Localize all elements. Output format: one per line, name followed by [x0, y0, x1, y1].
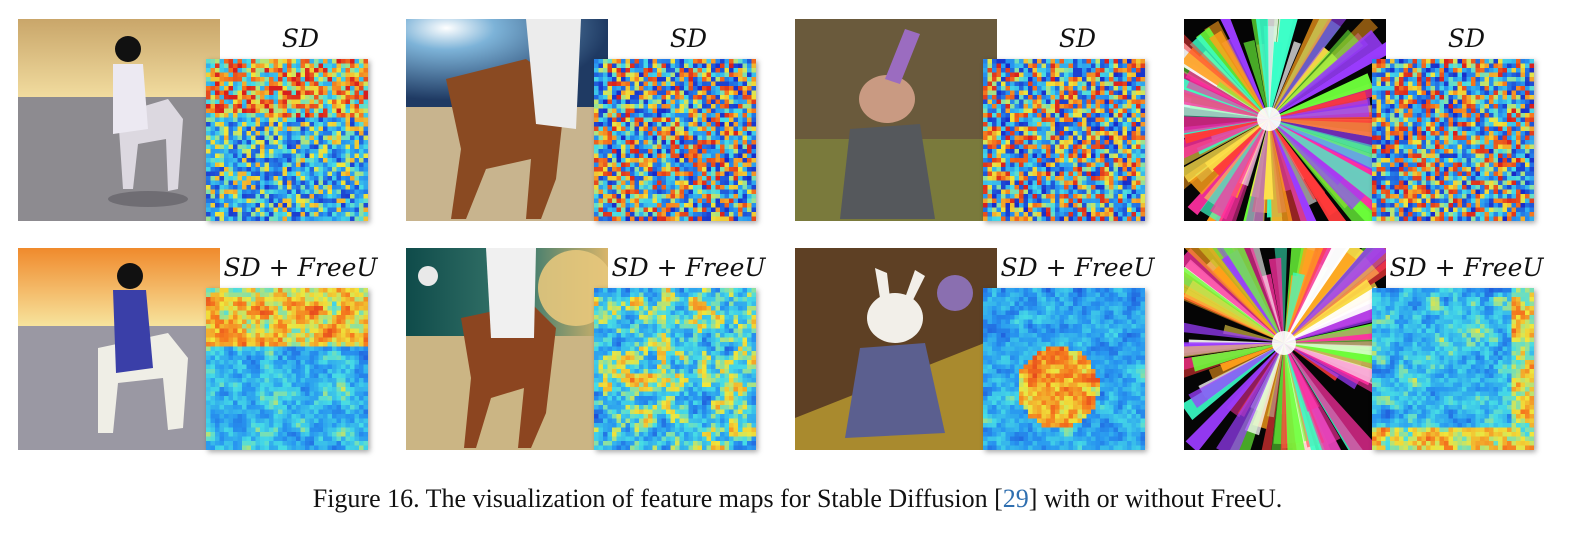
feature-map-d2: [1372, 288, 1534, 450]
feature-map-b1: [594, 59, 756, 221]
panel-color-explosion-freeu: SD + FreeU: [1184, 248, 1544, 454]
row-label-sd: SD: [281, 24, 320, 53]
panel-astronaut-horse-sd: SD: [18, 19, 378, 225]
panel-rabbit-wizard-sd: SD: [795, 19, 1155, 225]
row-label-sd-freeu: SD + FreeU: [223, 253, 378, 282]
panel-color-explosion-sd: SD: [1184, 19, 1544, 225]
rabbit-wizard-image: [795, 19, 997, 221]
feature-map-c2: [983, 288, 1145, 450]
feature-map-a2: [206, 288, 368, 450]
astronaut-horse-image: [18, 248, 220, 450]
row-label-sd-freeu: SD + FreeU: [611, 253, 766, 282]
color-explosion-image: [1184, 19, 1386, 221]
panel-astronaut-horse-freeu: SD + FreeU: [18, 248, 378, 454]
figure-caption: Figure 16. The visualization of feature …: [0, 484, 1595, 514]
color-explosion-image: [1184, 248, 1386, 450]
horse-astronaut-desert-image: [406, 248, 608, 450]
row-label-sd: SD: [1447, 24, 1486, 53]
row-label-sd-freeu: SD + FreeU: [1000, 253, 1155, 282]
row-label-sd: SD: [1058, 24, 1097, 53]
caption-prefix: Figure 16. The visualization of feature …: [312, 484, 1003, 513]
row-label-sd: SD: [669, 24, 708, 53]
astronaut-horse-image: [18, 19, 220, 221]
feature-map-a1: [206, 59, 368, 221]
panel-horse-astronaut-freeu: SD + FreeU: [406, 248, 766, 454]
panel-horse-astronaut-sd: SD: [406, 19, 766, 225]
caption-suffix: ] with or without FreeU.: [1028, 484, 1283, 513]
panel-rabbit-wizard-freeu: SD + FreeU: [795, 248, 1155, 454]
citation-link[interactable]: 29: [1002, 484, 1029, 513]
feature-map-c1: [983, 59, 1145, 221]
horse-astronaut-desert-image: [406, 19, 608, 221]
rabbit-wizard-image: [795, 248, 997, 450]
feature-map-d1: [1372, 59, 1534, 221]
feature-map-b2: [594, 288, 756, 450]
row-label-sd-freeu: SD + FreeU: [1389, 253, 1544, 282]
